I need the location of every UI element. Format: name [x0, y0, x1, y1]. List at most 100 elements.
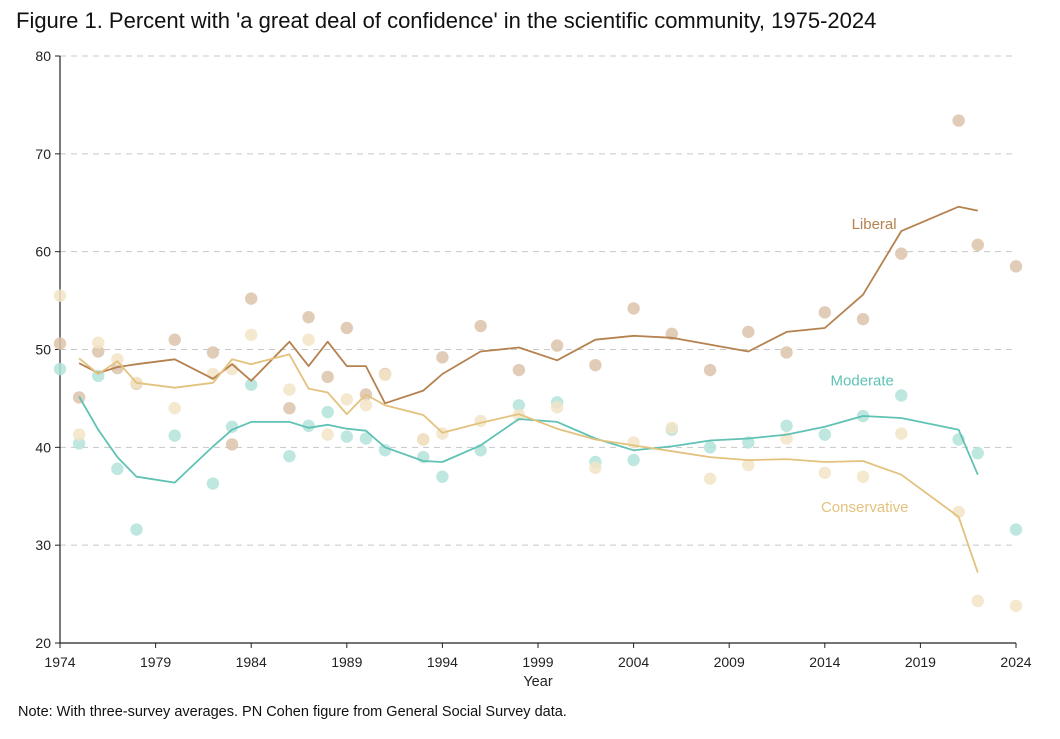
x-tick-label: 1994	[427, 654, 458, 670]
liberal-average-line	[78, 205, 978, 405]
chart-title: Figure 1. Percent with 'a great deal of …	[16, 8, 877, 33]
conservative-point	[92, 336, 105, 349]
moderate-point	[340, 430, 353, 443]
liberal-series-label: Liberal	[852, 216, 897, 233]
liberal-point	[512, 363, 526, 377]
liberal-point	[321, 370, 334, 384]
liberal-point	[627, 302, 640, 315]
x-tick-label: 2004	[618, 654, 649, 670]
y-tick-label: 60	[35, 244, 51, 260]
conservative-point	[665, 421, 679, 434]
moderate-point	[283, 449, 296, 463]
moderate-point	[378, 444, 392, 457]
conservative-point	[53, 289, 67, 302]
gridlines	[60, 55, 1016, 546]
conservative-point	[971, 594, 984, 608]
liberal-point	[436, 351, 449, 364]
liberal-point	[952, 114, 965, 127]
moderate-point	[72, 437, 86, 450]
moderate-point	[302, 419, 315, 433]
x-tick-label: 2009	[714, 654, 745, 670]
liberal-point	[895, 247, 908, 260]
moderate-point	[780, 419, 793, 433]
moderate-series-label: Moderate	[831, 373, 894, 390]
conservative-point	[168, 402, 181, 415]
x-tick-label: 2019	[905, 654, 936, 670]
conservative-point	[703, 472, 717, 485]
x-tick-label: 1989	[331, 654, 362, 670]
liberal-point	[340, 321, 353, 335]
x-tick-label: 1974	[44, 654, 75, 670]
moderate-point	[111, 462, 124, 476]
liberal-point	[92, 345, 105, 358]
moderate-point	[225, 420, 239, 433]
x-axis-title: Year	[523, 674, 552, 690]
liberal-point	[550, 339, 564, 352]
conservative-point	[321, 428, 334, 441]
conservative-point	[72, 428, 86, 441]
conservative-point	[818, 466, 831, 479]
liberal-point	[225, 438, 239, 451]
liberal-point	[53, 337, 67, 350]
y-tick-label: 20	[35, 635, 51, 651]
x-tick-label: 2024	[1000, 654, 1031, 670]
moderate-point	[703, 441, 717, 454]
moderate-point	[512, 399, 526, 412]
liberal-point	[1009, 260, 1023, 273]
x-tick-label: 1979	[140, 654, 171, 670]
moderate-point	[971, 447, 984, 460]
liberal-point	[589, 358, 602, 372]
conservative-average-line	[78, 353, 979, 573]
conservative-point	[359, 399, 373, 412]
conservative-point	[340, 393, 353, 406]
y-tick-label: 40	[35, 439, 51, 455]
moderate-point	[321, 405, 334, 419]
liberal-point	[971, 238, 984, 252]
liberal-point	[245, 292, 258, 305]
conservative-point	[550, 401, 564, 414]
moderate-point	[206, 477, 220, 490]
moderate-point	[436, 470, 449, 483]
y-tick-label: 70	[35, 146, 51, 162]
moderate-point	[168, 429, 181, 442]
conservative-point	[245, 328, 258, 342]
liberal-point	[206, 346, 220, 359]
conservative-point	[589, 461, 602, 475]
liberal-point	[780, 346, 793, 359]
liberal-point	[168, 333, 181, 346]
conservative-point	[742, 458, 755, 472]
series-labels: Liberal Moderate Conservative	[821, 216, 909, 516]
axes: 20 30 40 50 60 70 80 1974 1979 1984 1989 1994 1999 20…	[35, 48, 1031, 670]
moderate-point	[627, 453, 640, 467]
moderate-point	[130, 523, 143, 536]
conservative-point	[895, 427, 908, 440]
liberal-point	[474, 319, 487, 333]
moderate-point	[359, 432, 373, 445]
moderate-point	[895, 389, 908, 402]
liberal-point	[283, 402, 296, 415]
conservative-point	[378, 368, 392, 382]
data-points	[53, 114, 1023, 613]
moderate-average-line	[78, 396, 979, 484]
moderate-point	[1009, 523, 1023, 536]
x-tick-label: 2014	[809, 654, 840, 670]
x-tick-label: 1984	[236, 654, 267, 670]
liberal-point	[302, 311, 315, 324]
moderate-point	[245, 378, 258, 391]
y-tick-label: 50	[35, 342, 51, 358]
moderate-point	[53, 362, 67, 376]
y-tick-label: 30	[35, 537, 51, 553]
average-lines	[78, 205, 979, 573]
liberal-point	[742, 325, 755, 339]
chart-note: Note: With three-survey averages. PN Coh…	[18, 704, 567, 720]
conservative-point	[856, 470, 870, 483]
liberal-point	[856, 312, 870, 326]
moderate-point	[818, 428, 831, 441]
conservative-point	[302, 333, 315, 346]
conservative-point	[283, 383, 296, 396]
conservative-series-label: Conservative	[821, 499, 909, 516]
y-tick-label: 80	[35, 48, 51, 64]
liberal-point	[818, 306, 831, 319]
conservative-point	[474, 414, 487, 428]
